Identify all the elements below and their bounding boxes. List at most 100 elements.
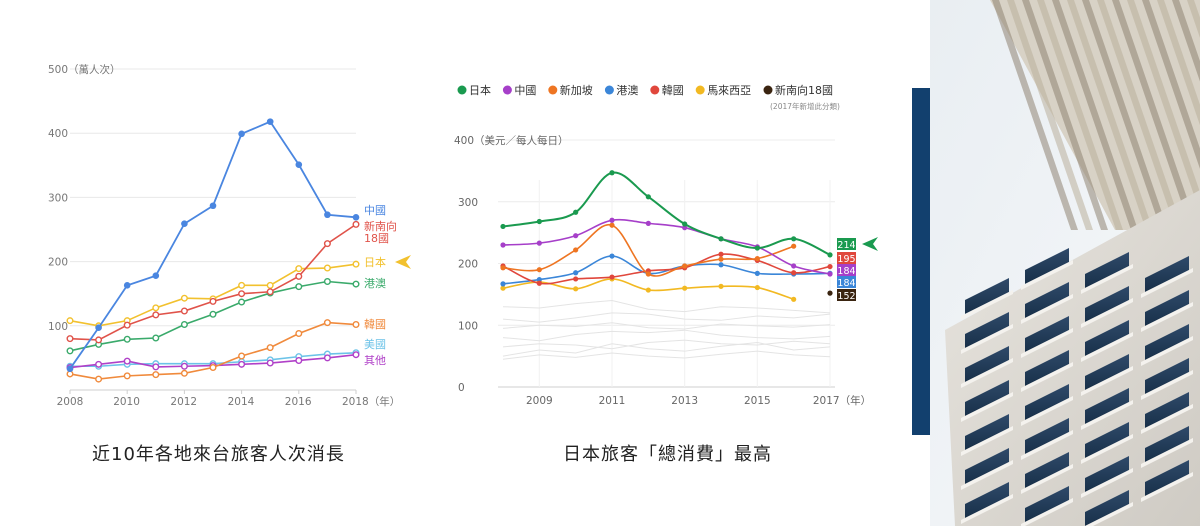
facade-ledge — [1021, 294, 1073, 324]
foreground-building — [945, 190, 1200, 526]
tower-stripe — [1082, 0, 1168, 230]
point-hongkong_macau — [295, 283, 303, 291]
point-r_japan — [682, 221, 688, 227]
series-label-japan: 日本 — [364, 255, 386, 269]
point-r_malaysia — [682, 285, 688, 291]
point-hongkong_macau — [209, 310, 217, 318]
point-r_hkmacau — [754, 270, 760, 276]
point-r_malaysia — [573, 286, 579, 292]
legend-label-r_malaysia: 馬來西亞 — [707, 84, 751, 97]
series-label-hongkong_macau: 港澳 — [364, 277, 386, 290]
point-r_hkmacau — [573, 270, 579, 276]
legend-marker-r_southbound — [763, 85, 773, 95]
point-r_korea — [573, 276, 579, 282]
point-r_singapore — [500, 265, 506, 271]
legend-marker-r_singapore — [548, 85, 558, 95]
point-japan — [266, 281, 274, 289]
x-tick-label: 2015 — [744, 395, 771, 407]
point-hongkong_macau — [180, 321, 188, 329]
series-label-korea: 韓國 — [364, 318, 386, 331]
point-r_hkmacau — [609, 253, 615, 259]
legend-label-r_korea: 韓國 — [662, 84, 684, 97]
point-others — [295, 356, 303, 364]
point-others — [352, 351, 360, 359]
y-tick-label: 500（萬人次） — [48, 63, 121, 76]
end-label-box-r_korea — [837, 252, 856, 264]
point-southbound — [295, 272, 303, 280]
line-r_china — [502, 218, 831, 275]
end-label-box-r_japan — [837, 238, 856, 250]
tower-stripe — [1007, 0, 1093, 230]
point-r_japan — [609, 170, 615, 176]
point-r_japan — [827, 252, 833, 258]
facade-ledge — [1081, 332, 1133, 362]
point-japan — [323, 264, 331, 272]
facade-ledge — [1141, 472, 1193, 502]
point-r_hkmacau — [536, 276, 542, 283]
point-r_japan — [573, 209, 579, 215]
facade-window — [1025, 350, 1069, 386]
point-r_japan — [536, 218, 542, 225]
tower-stripe — [1187, 0, 1200, 38]
point-r_korea — [609, 274, 615, 280]
point-r_malaysia — [500, 285, 506, 291]
point-korea — [238, 352, 246, 360]
end-label-box-r_hkmacau — [837, 276, 856, 288]
legend-label-r_singapore: 新加坡 — [560, 83, 593, 97]
point-r_singapore — [573, 247, 579, 253]
point-others — [238, 360, 246, 368]
facade-window — [965, 448, 1009, 484]
point-r_malaysia — [754, 284, 760, 291]
facade-window — [1145, 392, 1189, 428]
point-others — [266, 359, 274, 367]
point-korea — [323, 319, 331, 327]
tower-stripe — [1067, 0, 1153, 230]
facade-ledge — [1021, 260, 1073, 290]
point-hongkong_macau — [123, 335, 131, 343]
point-r_hkmacau — [500, 281, 506, 287]
y-tick-label: 400（美元／每人每日） — [454, 134, 569, 147]
tower-stripe — [1172, 0, 1200, 82]
point-china — [324, 211, 331, 219]
point-r_korea — [791, 270, 797, 276]
point-korea — [180, 369, 188, 377]
background-line — [502, 312, 831, 323]
point-southbound — [266, 288, 274, 296]
line-r_hkmacau — [502, 255, 831, 285]
point-southbound — [323, 240, 331, 248]
point-china — [295, 161, 303, 168]
point-china — [123, 282, 131, 289]
building-photo — [930, 0, 1200, 526]
point-r_japan — [718, 236, 724, 242]
point-others — [180, 362, 188, 370]
legend-note: (2017年新增此分類) — [770, 101, 840, 111]
point-southbound — [180, 307, 188, 315]
end-label-box-r_china — [837, 264, 856, 276]
facade-ledge — [1021, 430, 1073, 460]
point-korea — [352, 321, 360, 329]
facade-window — [965, 482, 1009, 518]
facade-window — [1085, 354, 1129, 390]
facade-ledge — [961, 460, 1013, 490]
facade-window — [1025, 384, 1069, 420]
highlight-arrow-icon — [862, 237, 878, 251]
tower-stripe — [992, 0, 1078, 230]
right-chart-caption: 日本旅客「總消費」最高 — [563, 444, 772, 465]
tower-stripe — [1112, 0, 1198, 230]
point-china — [266, 118, 274, 125]
point-southbound — [95, 336, 103, 344]
point-china — [352, 214, 360, 221]
point-r_singapore — [536, 267, 542, 273]
x-tick-label: 2014 — [228, 396, 255, 408]
facade-ledge — [1141, 404, 1193, 434]
legend-marker-r_hkmacau — [604, 85, 614, 95]
x-tick-label: 2012 — [170, 396, 197, 408]
series-label-southbound: 新南向 — [364, 219, 397, 233]
point-southbound — [123, 321, 131, 329]
point-japan — [352, 260, 360, 268]
facade-window — [1085, 286, 1129, 322]
tower-stripe — [1157, 0, 1200, 126]
point-korea — [152, 371, 160, 379]
line-r_japan — [502, 171, 831, 256]
left-line-chart: 500（萬人次） 400 300 200 100 2008 2010 2012 2014 2016… — [48, 63, 411, 408]
